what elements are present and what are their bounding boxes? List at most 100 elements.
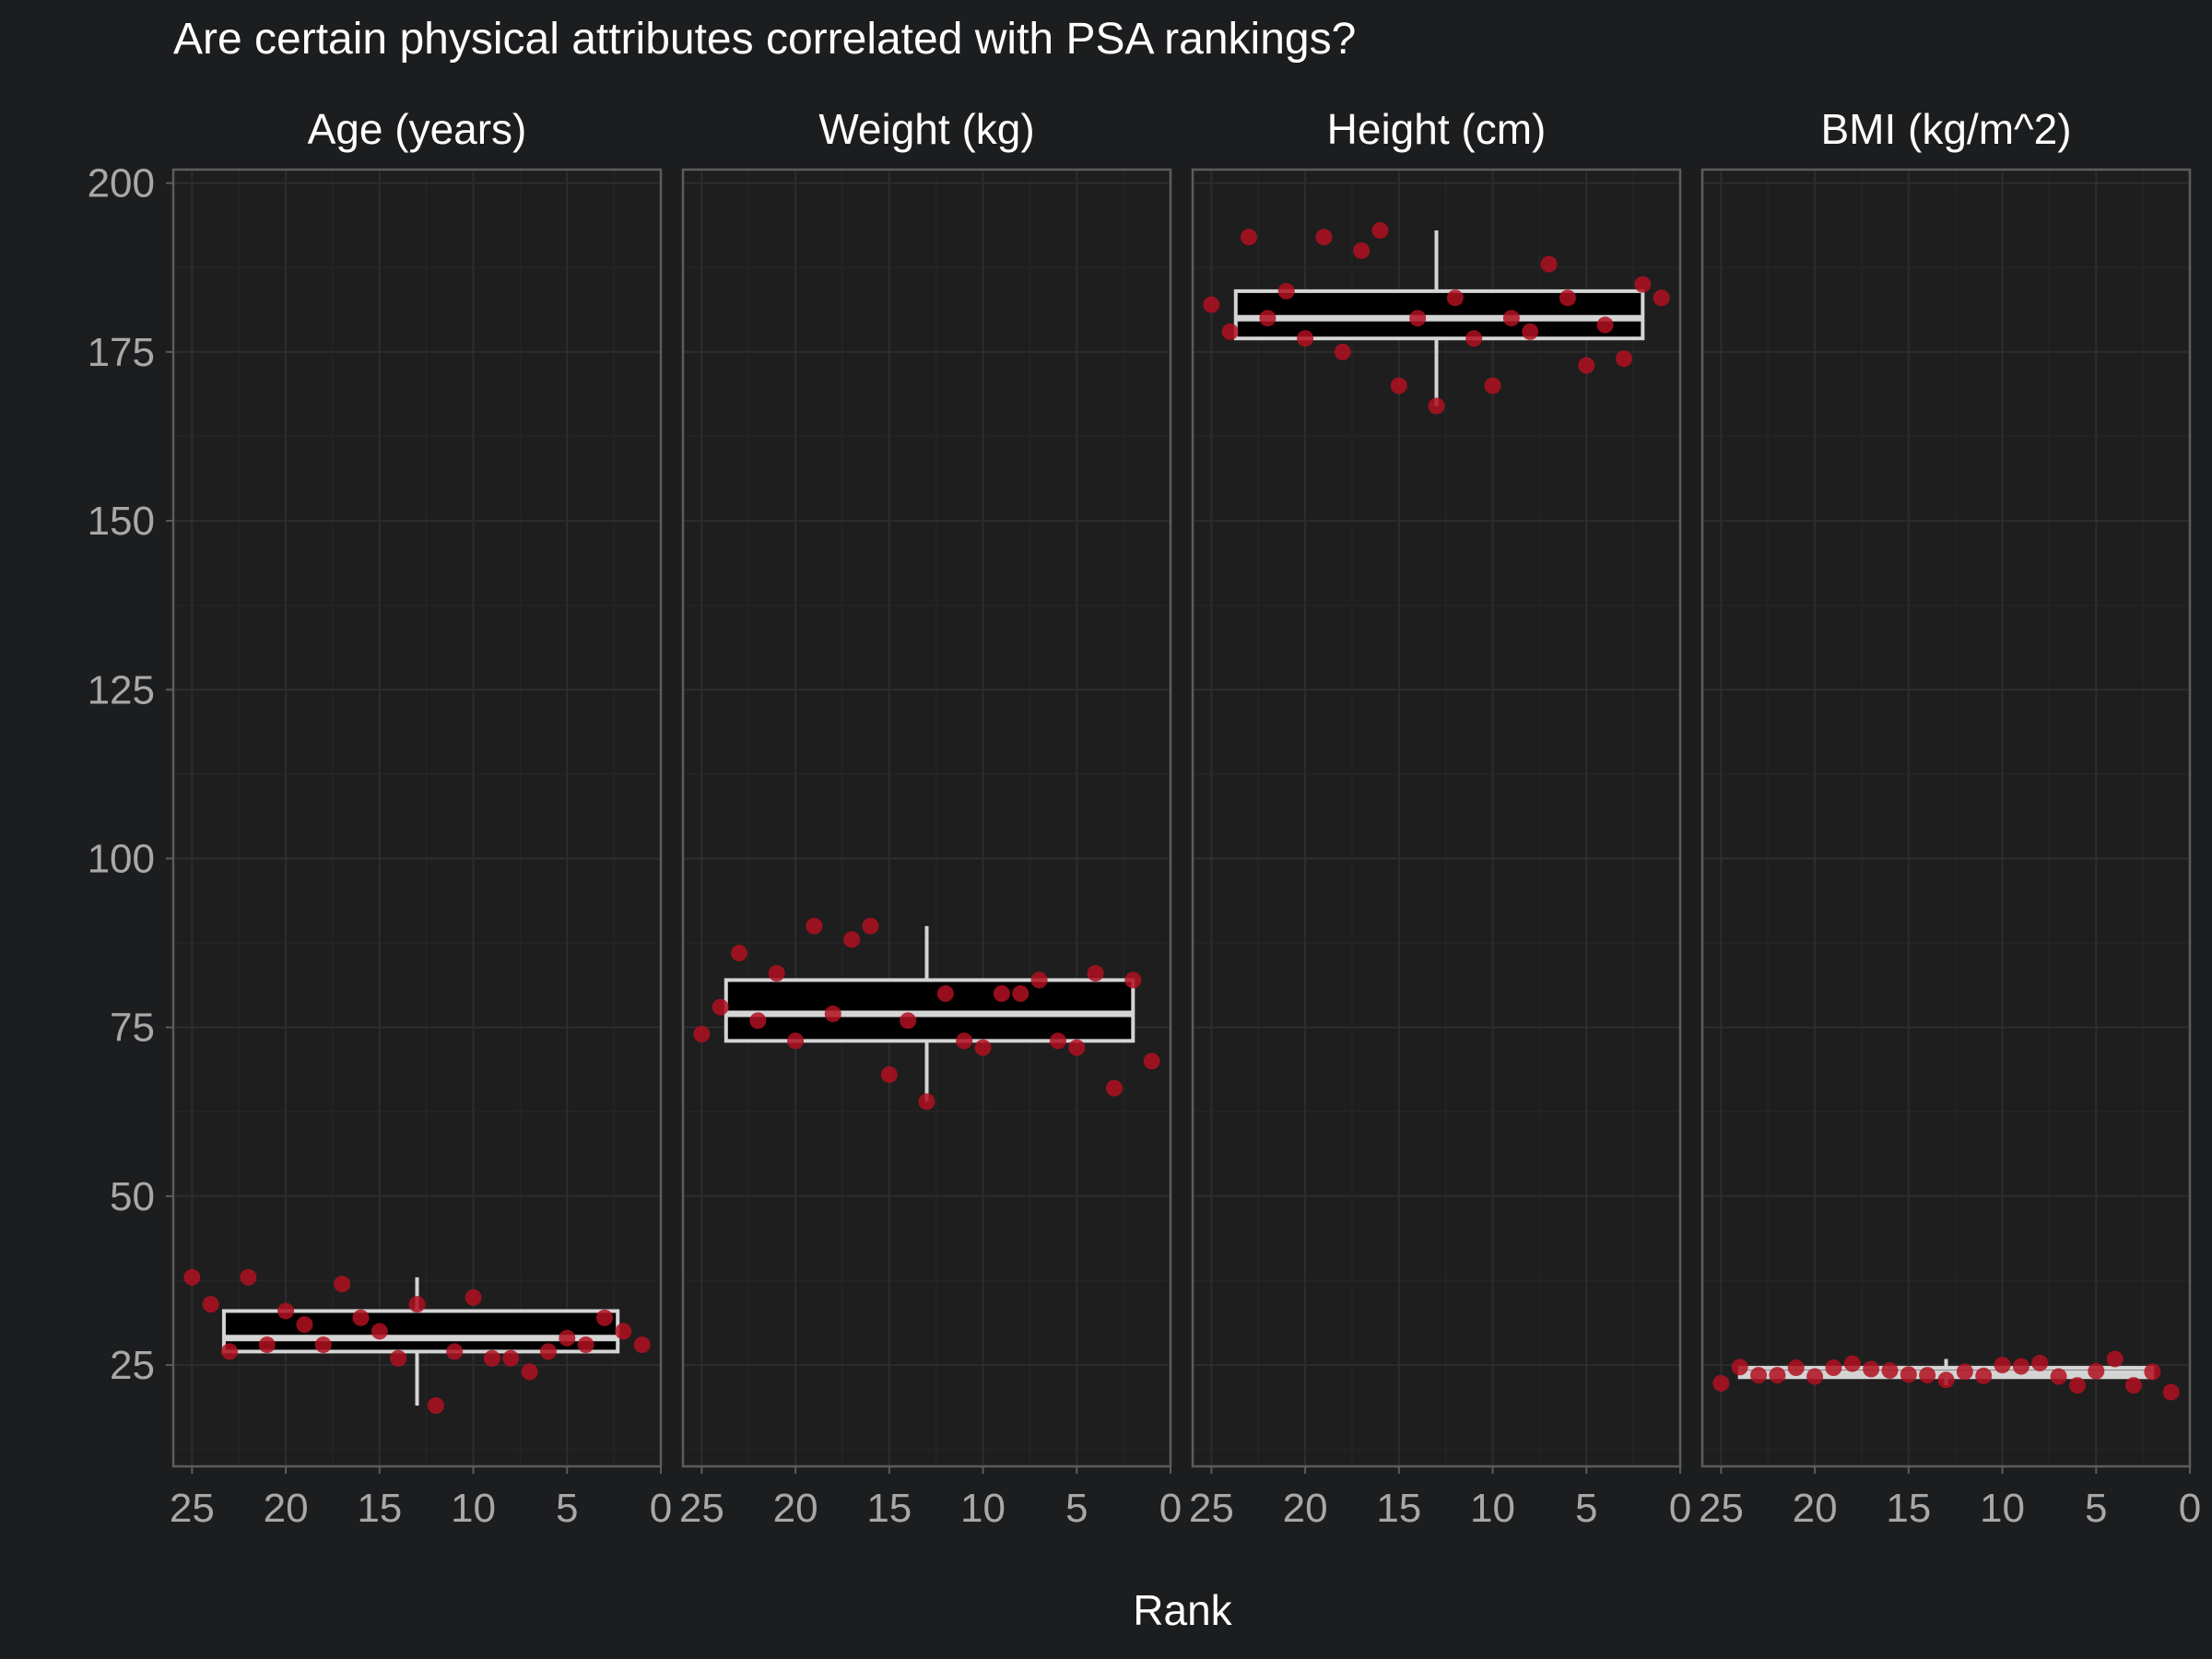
x-tick-label: 10 — [451, 1486, 496, 1531]
data-point — [314, 1336, 332, 1354]
box-iqr — [724, 978, 1135, 1043]
data-point — [880, 1065, 898, 1083]
x-tick-label: 0 — [2179, 1486, 2201, 1531]
data-point — [900, 1012, 917, 1030]
x-tick-label: 0 — [1159, 1486, 1182, 1531]
y-axis: 25 50 75 100 125 150 175 200 — [88, 161, 173, 1388]
data-point — [1049, 1032, 1066, 1050]
panel-background — [683, 170, 1171, 1466]
data-point — [1259, 310, 1277, 327]
data-point — [712, 998, 729, 1016]
y-tick-label: 50 — [110, 1174, 155, 1219]
data-point — [1105, 1079, 1123, 1097]
y-tick-label: 125 — [88, 667, 155, 712]
x-tick-label: 25 — [1189, 1486, 1234, 1531]
box-iqr — [1233, 288, 1645, 341]
x-tick-label: 5 — [2085, 1486, 2107, 1531]
x-tick-label: 20 — [1283, 1486, 1328, 1531]
x-tick-label: 25 — [170, 1486, 215, 1531]
data-point — [806, 917, 823, 935]
data-point — [1731, 1359, 1748, 1376]
data-point — [1277, 282, 1295, 300]
data-point — [1937, 1371, 1955, 1389]
data-point — [427, 1397, 444, 1415]
data-point — [1221, 323, 1239, 340]
data-point — [371, 1323, 388, 1340]
data-point — [1241, 229, 1258, 246]
data-point — [334, 1276, 351, 1293]
data-point — [1446, 289, 1464, 307]
data-point — [1843, 1355, 1861, 1372]
data-point — [1465, 330, 1483, 347]
data-point — [465, 1288, 482, 1306]
data-point — [768, 965, 785, 982]
data-point — [1919, 1367, 1936, 1384]
data-point — [1203, 296, 1220, 313]
data-point — [2124, 1377, 2142, 1394]
data-point — [936, 985, 954, 1003]
data-point — [1615, 350, 1632, 368]
data-point — [408, 1296, 426, 1313]
x-tick-label: 25 — [679, 1486, 724, 1531]
x-tick-label: 0 — [1669, 1486, 1691, 1531]
x-tick-label: 25 — [1699, 1486, 1744, 1531]
data-point — [221, 1343, 239, 1360]
panel-border — [681, 168, 1172, 1468]
data-point — [693, 1026, 711, 1042]
data-point — [2106, 1350, 2124, 1368]
data-point — [2068, 1377, 2086, 1394]
data-point — [258, 1336, 276, 1354]
data-point — [1012, 985, 1030, 1003]
y-tick-label: 75 — [110, 1006, 155, 1051]
data-point — [1712, 1374, 1730, 1392]
data-point — [843, 931, 861, 948]
data-point — [615, 1323, 632, 1340]
data-point — [1596, 316, 1614, 334]
data-point — [577, 1336, 594, 1354]
data-point — [974, 1039, 992, 1056]
data-point — [502, 1349, 520, 1367]
data-point — [183, 1268, 201, 1286]
data-point — [1315, 229, 1333, 246]
panel-border — [171, 168, 663, 1468]
data-point — [1540, 255, 1558, 273]
x-tick-label: 15 — [1886, 1486, 1931, 1531]
data-point — [1502, 310, 1520, 327]
facet-panels: Age (years) 25 20 15 10 5 0 Weight (kg) 25 20 15 10… — [170, 105, 2201, 1531]
data-point — [539, 1343, 557, 1360]
y-tick-label: 175 — [88, 330, 155, 375]
facet-panel: Height (cm) 25 20 15 10 5 0 — [1189, 105, 1691, 1531]
data-point — [2012, 1358, 2030, 1375]
data-point — [1030, 971, 1048, 989]
data-point — [1124, 971, 1142, 989]
data-point — [296, 1316, 313, 1334]
facet-strip-label: Age (years) — [308, 105, 527, 153]
data-point — [1390, 377, 1407, 394]
facet-strip-label: Weight (kg) — [818, 105, 1034, 153]
panel-border — [1700, 168, 2192, 1468]
data-point — [1634, 276, 1652, 293]
x-axis-label: Rank — [1133, 1586, 1232, 1634]
y-tick-label: 200 — [88, 161, 155, 206]
data-point — [1769, 1367, 1786, 1384]
x-tick-label: 15 — [357, 1486, 402, 1531]
data-point — [277, 1302, 295, 1320]
panel-background — [1702, 170, 2190, 1466]
data-point — [956, 1032, 973, 1050]
chart-title: Are certain physical attributes correlat… — [173, 15, 1356, 64]
facet-strip-label: BMI (kg/m^2) — [1820, 105, 2071, 153]
data-point — [1750, 1367, 1768, 1384]
data-point — [1863, 1360, 1880, 1378]
data-point — [1806, 1368, 1824, 1385]
x-tick-label: 5 — [1065, 1486, 1088, 1531]
data-point — [2162, 1383, 2180, 1401]
data-point — [731, 945, 748, 962]
facet-panel: Weight (kg) 25 20 15 10 5 0 — [679, 105, 1182, 1531]
data-point — [862, 917, 879, 935]
data-point — [1143, 1053, 1160, 1070]
x-tick-label: 20 — [773, 1486, 818, 1531]
x-tick-label: 10 — [960, 1486, 1006, 1531]
data-point — [202, 1296, 219, 1313]
data-point — [1484, 377, 1501, 394]
